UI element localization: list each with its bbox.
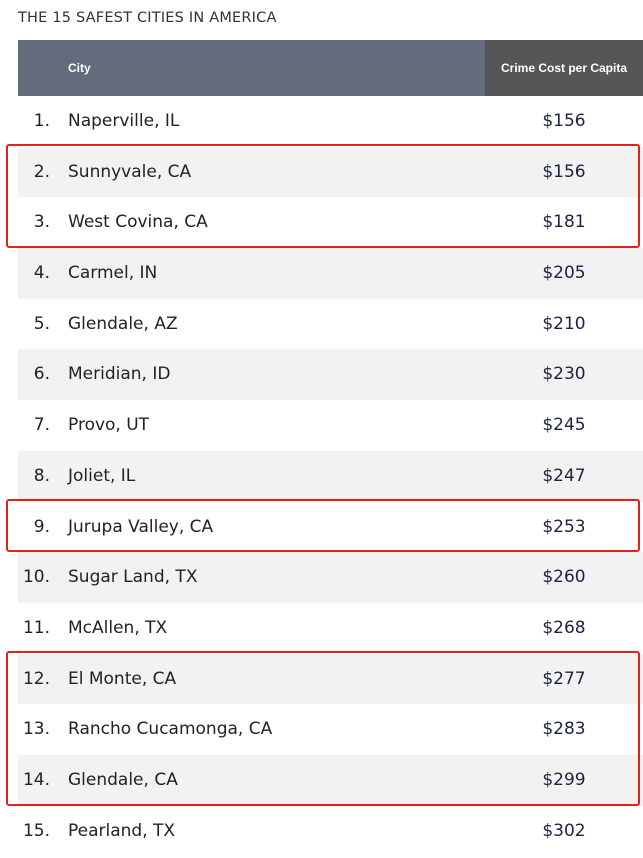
row-rank: 11.	[22, 617, 50, 638]
row-city: Joliet, IL	[68, 465, 136, 486]
table-header: City Crime Cost per Capita	[18, 40, 643, 96]
row-rank: 12.	[22, 668, 50, 689]
page-title: THE 15 SAFEST CITIES IN AMERICA	[18, 10, 277, 26]
row-city: Pearland, TX	[68, 820, 176, 841]
row-crime-cost: $210	[542, 313, 586, 334]
safest-cities-table: City Crime Cost per Capita 1. Naperville,…	[18, 40, 643, 856]
table-row: 9. Jurupa Valley, CA $253	[18, 502, 643, 553]
row-rank: 2.	[33, 161, 50, 182]
row-rank: 8.	[33, 465, 50, 486]
row-rank: 5.	[33, 313, 50, 334]
row-crime-cost: $156	[542, 161, 586, 182]
row-crime-cost: $230	[542, 364, 586, 385]
row-crime-cost: $247	[542, 465, 586, 486]
row-rank: 9.	[33, 516, 50, 537]
table-row: 5. Glendale, AZ $210	[18, 299, 643, 350]
row-city: Rancho Cucamonga, CA	[68, 719, 273, 740]
row-rank: 1.	[33, 111, 50, 131]
table-row: 12. El Monte, CA $277	[18, 653, 643, 705]
row-rank: 4.	[33, 263, 50, 284]
table-body: 1. Naperville, IL $156 2. Sunnyvale, CA $156 3…	[18, 96, 643, 856]
row-rank: 15.	[22, 820, 50, 841]
row-crime-cost: $156	[542, 111, 586, 131]
row-crime-cost: $277	[542, 668, 586, 689]
row-crime-cost: $253	[542, 516, 586, 537]
row-crime-cost: $260	[542, 567, 586, 588]
row-city: Carmel, IN	[68, 263, 158, 284]
row-city: McAllen, TX	[68, 617, 168, 638]
row-rank: 7.	[33, 415, 50, 436]
table-row: 13. Rancho Cucamonga, CA $283	[18, 704, 643, 755]
row-rank: 6.	[33, 364, 50, 385]
row-crime-cost: $283	[542, 719, 586, 740]
row-crime-cost: $302	[542, 820, 586, 841]
row-city: Provo, UT	[68, 415, 150, 436]
table-row: 11. McAllen, TX $268	[18, 603, 643, 654]
row-city: Sugar Land, TX	[68, 567, 198, 588]
table-row: 4. Carmel, IN $205	[18, 248, 643, 299]
row-city: Glendale, AZ	[68, 313, 178, 334]
table-row: 3. West Covina, CA $181	[18, 197, 643, 248]
header-city: City	[68, 61, 91, 75]
table-row: 6. Meridian, ID $230	[18, 349, 643, 401]
row-city: Jurupa Valley, CA	[68, 516, 214, 537]
row-crime-cost: $299	[542, 769, 586, 790]
table-row: 14. Glendale, CA $299	[18, 754, 643, 806]
table-row: 7. Provo, UT $245	[18, 400, 643, 451]
table-row: 15. Pearland, TX $302	[18, 806, 643, 857]
row-city: Glendale, CA	[68, 769, 178, 790]
table-row: 8. Joliet, IL $247	[18, 450, 643, 502]
row-rank: 10.	[22, 567, 50, 588]
row-crime-cost: $181	[542, 212, 586, 233]
table-row: 10. Sugar Land, TX $260	[18, 552, 643, 603]
header-crime-cost: Crime Cost per Capita	[485, 40, 643, 96]
row-city: West Covina, CA	[68, 212, 208, 233]
row-rank: 14.	[22, 769, 50, 790]
row-crime-cost: $205	[542, 263, 586, 284]
row-city: Naperville, IL	[68, 111, 180, 131]
row-crime-cost: $268	[542, 617, 586, 638]
table-row: 2. Sunnyvale, CA $156	[18, 146, 643, 198]
row-rank: 13.	[22, 719, 50, 740]
row-city: Meridian, ID	[68, 364, 171, 385]
row-city: El Monte, CA	[68, 668, 177, 689]
row-crime-cost: $245	[542, 415, 586, 436]
table-row: 1. Naperville, IL $156	[18, 96, 643, 147]
row-city: Sunnyvale, CA	[68, 161, 192, 182]
row-rank: 3.	[33, 212, 50, 233]
